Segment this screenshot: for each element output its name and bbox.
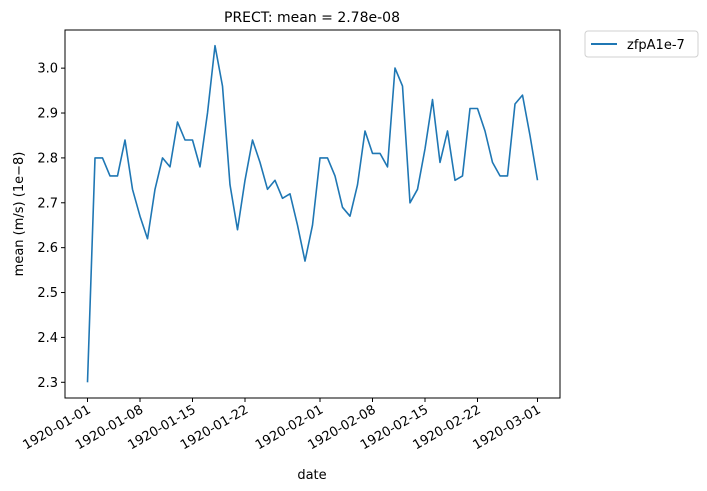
- chart-title: PRECT: mean = 2.78e-08: [224, 10, 400, 26]
- x-axis-label: date: [297, 468, 326, 483]
- y-tick-label: 2.3: [37, 376, 58, 391]
- y-tick-label: 2.8: [37, 151, 58, 166]
- legend-box: [584, 30, 699, 58]
- series-layer: [86, 44, 539, 383]
- plot-area: 2.3 2.4 2.5 2.6 2.7 2.8 2.9 3.0 1920-01-011920-…: [21, 29, 561, 453]
- x-tick-label: 1920-03-01: [471, 402, 544, 453]
- y-axis-label: mean (m/s) (1e−8): [12, 152, 27, 277]
- x-axis: 1920-01-011920-01-081920-01-151920-01-22…: [21, 398, 544, 453]
- legend: zfpA1e-7: [584, 30, 699, 58]
- series-line: [86, 44, 539, 383]
- y-tick-label: 3.0: [37, 62, 58, 77]
- y-tick-label: 2.9: [37, 107, 58, 122]
- y-tick-label: 2.7: [37, 196, 58, 211]
- plot-frame: [64, 29, 561, 399]
- y-tick-label: 2.4: [37, 331, 58, 346]
- y-tick-label: 2.5: [37, 286, 58, 301]
- y-tick-label: 2.6: [37, 241, 58, 256]
- y-axis: 2.3 2.4 2.5 2.6 2.7 2.8 2.9 3.0: [37, 62, 65, 391]
- legend-entry-label: zfpA1e-7: [627, 38, 685, 53]
